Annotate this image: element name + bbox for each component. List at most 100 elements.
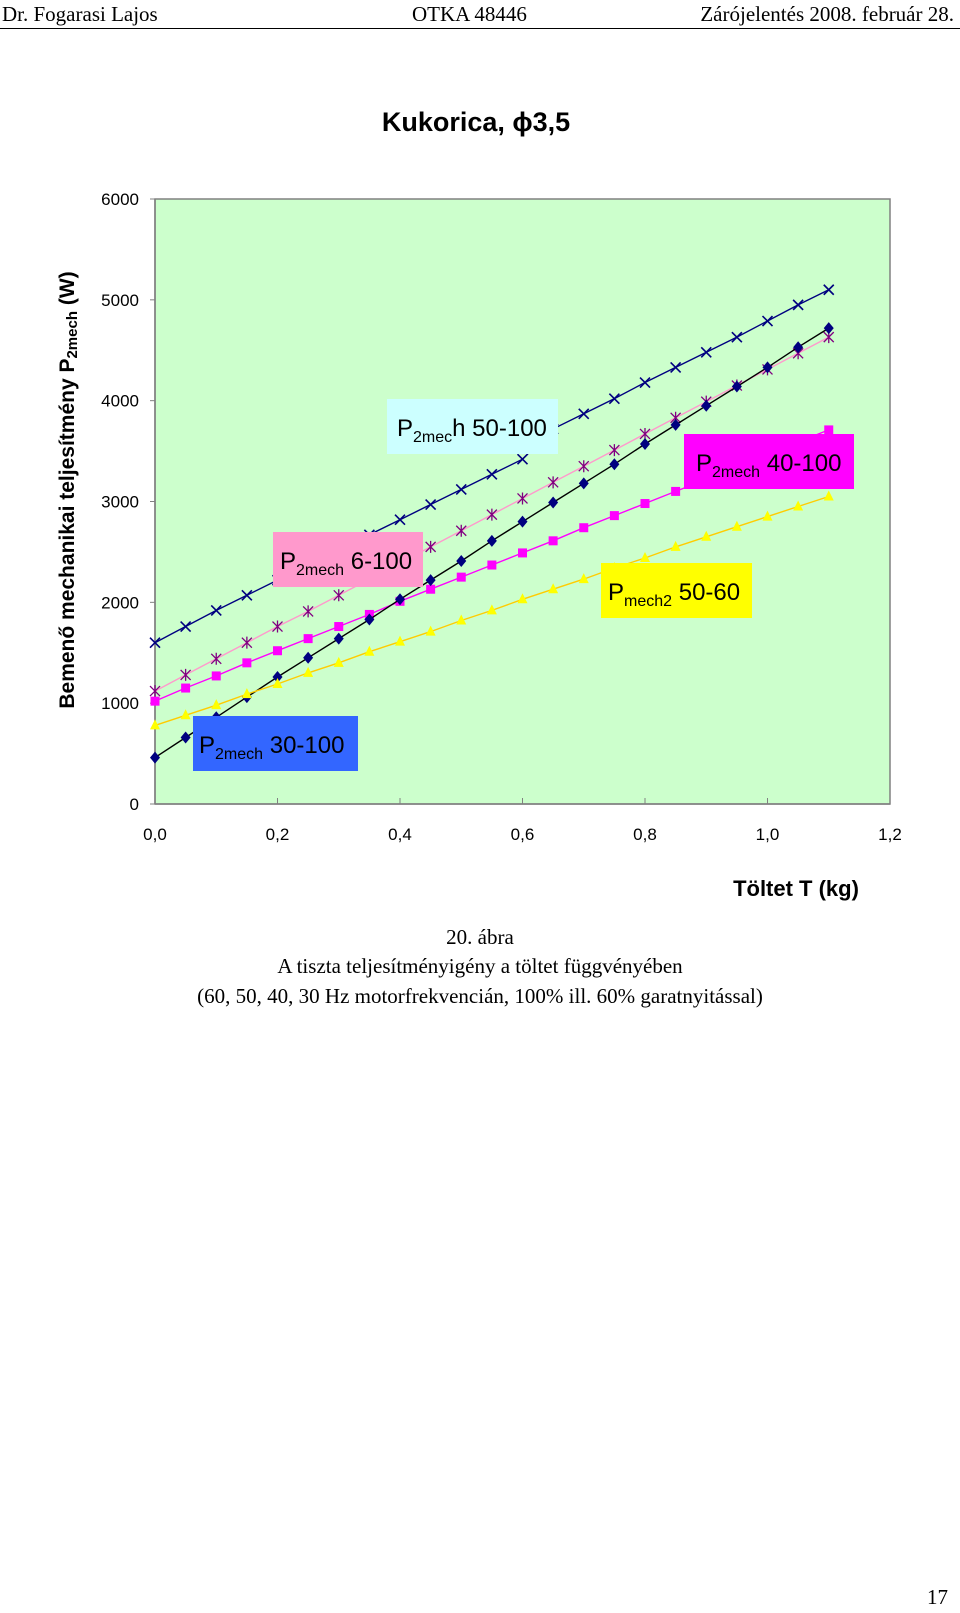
- y-tick-label: 2000: [101, 593, 139, 612]
- data-point: [670, 418, 681, 431]
- data-point: [671, 486, 681, 496]
- data-point: [180, 668, 192, 681]
- series-4: [150, 322, 834, 764]
- data-point: [303, 651, 314, 664]
- data-point: [486, 468, 498, 480]
- data-point: [333, 656, 344, 667]
- data-point: [242, 658, 252, 668]
- data-point: [639, 427, 651, 440]
- series-label-box: [273, 532, 423, 587]
- data-point: [640, 499, 650, 509]
- data-point: [303, 634, 313, 644]
- data-point: [456, 554, 467, 567]
- data-point: [456, 614, 467, 625]
- series-label-text: P2mech 30-100: [199, 732, 344, 763]
- figure-caption-line1: A tiszta teljesítményigény a töltet függ…: [277, 954, 683, 978]
- data-point: [150, 751, 160, 764]
- data-point: [579, 523, 589, 533]
- data-point: [211, 671, 221, 681]
- x-tick-label: 1,0: [756, 825, 780, 844]
- data-point: [486, 508, 498, 521]
- data-point: [761, 315, 774, 327]
- data-point: [608, 444, 620, 457]
- data-point: [425, 540, 437, 553]
- data-point: [639, 376, 651, 389]
- data-point: [609, 511, 619, 521]
- data-point: [548, 536, 558, 546]
- data-point: [272, 678, 283, 689]
- data-point: [670, 361, 682, 373]
- series-label-text: P2mech 6-100: [280, 548, 412, 579]
- series-label-box: [684, 434, 854, 489]
- data-point: [700, 346, 712, 358]
- data-point: [150, 696, 160, 706]
- y-tick-label: 0: [130, 795, 139, 814]
- data-point: [578, 477, 589, 490]
- data-point: [762, 510, 773, 521]
- data-point: [793, 500, 804, 511]
- x-tick-label: 0,2: [266, 825, 290, 844]
- data-point: [456, 572, 466, 582]
- data-point: [364, 613, 375, 626]
- data-point: [701, 399, 712, 412]
- data-point: [548, 583, 559, 594]
- data-point: [486, 534, 497, 547]
- data-point: [518, 548, 527, 558]
- data-point: [241, 688, 252, 699]
- series-label-2: P2mech 6-100: [273, 532, 423, 587]
- data-point: [640, 438, 650, 451]
- page-header: Dr. Fogarasi Lajos OTKA 48446 Zárójelent…: [0, 0, 960, 29]
- y-tick-label: 6000: [101, 190, 139, 209]
- data-point: [793, 341, 804, 354]
- data-point: [792, 299, 804, 311]
- y-tick-label: 1000: [101, 694, 139, 713]
- data-point: [211, 699, 222, 710]
- data-point: [762, 361, 773, 374]
- chart-title: Kukorica, ϕ3,5: [382, 107, 570, 137]
- annotation-layer: P2mech 50-100 P2mech 6-100 P2mech 40-100 Pm…: [193, 399, 854, 771]
- data-point: [640, 551, 650, 562]
- page-number: 17: [927, 1585, 948, 1609]
- figure-number: 20. ábra: [446, 925, 514, 949]
- data-point: [395, 635, 405, 646]
- data-point: [823, 284, 835, 296]
- axes: 0,0 0,2 0,4 0,6 0,8 1,0 1,2 0 1000 2000 3000 4000 50…: [101, 190, 902, 844]
- data-point: [272, 620, 283, 633]
- x-tick-label: 0,0: [143, 825, 167, 844]
- data-point: [670, 540, 681, 551]
- data-point: [823, 490, 834, 501]
- data-point: [609, 458, 620, 471]
- data-point: [608, 393, 620, 405]
- data-point: [181, 683, 191, 693]
- series-label-box: [387, 399, 558, 454]
- data-point: [210, 604, 222, 616]
- data-point: [547, 476, 559, 489]
- x-tick-label: 0,6: [511, 825, 535, 844]
- data-point: [333, 632, 344, 645]
- data-point: [486, 604, 497, 615]
- data-point: [180, 709, 191, 720]
- data-point: [548, 496, 559, 509]
- data-point: [395, 593, 405, 606]
- y-tick-label: 5000: [101, 291, 139, 310]
- data-point: [517, 593, 528, 604]
- series-label-text: P2mech 40-100: [696, 450, 841, 481]
- series-label-box: [601, 563, 752, 618]
- data-point: [455, 524, 467, 537]
- y-axis-label: Bemenő mechanikai teljesítmény P2mech (W…: [56, 271, 81, 708]
- power-chart: Kukorica, ϕ3,5 0,0 0,2 0,4 0,6 0,8 1,0 1,2 0 100…: [56, 107, 902, 901]
- data-point: [455, 483, 467, 495]
- series-label-5: P2mech 30-100: [193, 716, 358, 771]
- header-report: Zárójelentés 2008. február 28.: [700, 2, 954, 26]
- data-point: [303, 666, 314, 677]
- data-point: [578, 573, 589, 584]
- data-point: [272, 670, 283, 683]
- data-point: [394, 514, 406, 526]
- data-point: [273, 646, 282, 656]
- data-point: [210, 652, 222, 665]
- y-tick-label: 4000: [101, 392, 139, 411]
- data-point: [731, 331, 743, 343]
- data-point: [701, 530, 712, 541]
- series-label-box: [193, 716, 358, 771]
- series-label-text: P2mech 50-100: [397, 415, 547, 446]
